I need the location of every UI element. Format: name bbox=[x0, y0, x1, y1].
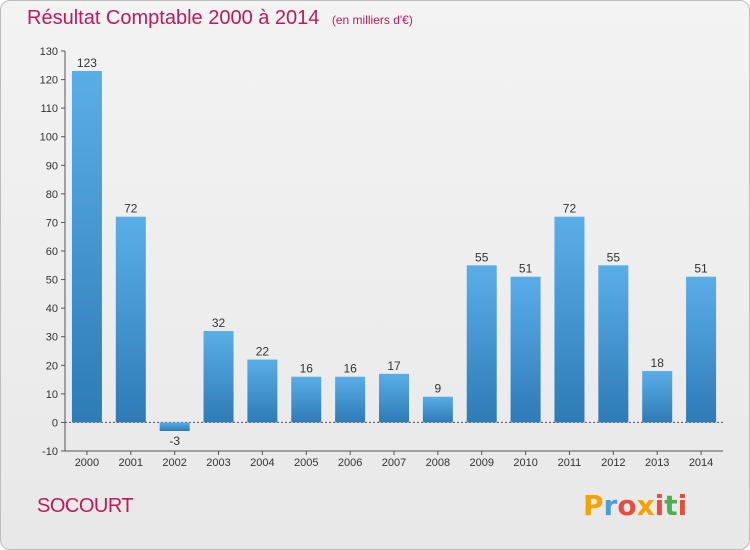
data-label-2006: 16 bbox=[343, 362, 357, 376]
x-tick-label-2006: 2006 bbox=[338, 457, 362, 469]
x-tick-label-2004: 2004 bbox=[250, 457, 274, 469]
logo-letter: r bbox=[603, 489, 618, 522]
bar-2012 bbox=[598, 265, 629, 423]
x-tick-label-2012: 2012 bbox=[601, 457, 625, 469]
bar-2000 bbox=[71, 71, 102, 423]
y-tick-label: 120 bbox=[40, 75, 58, 87]
data-label-2008: 9 bbox=[435, 382, 442, 396]
bar-2003 bbox=[203, 331, 234, 423]
y-tick-label: 20 bbox=[46, 360, 58, 372]
bar-2011 bbox=[554, 216, 585, 423]
x-tick-label-2008: 2008 bbox=[426, 457, 450, 469]
x-tick-label-2003: 2003 bbox=[206, 457, 230, 469]
title-text: Résultat Comptable 2000 à 2014 bbox=[27, 7, 320, 29]
chart-title: Résultat Comptable 2000 à 2014 (en milli… bbox=[27, 7, 413, 30]
y-tick-label: 70 bbox=[46, 217, 58, 229]
data-label-2014: 51 bbox=[694, 262, 708, 276]
data-label-2012: 55 bbox=[607, 250, 621, 264]
data-label-2007: 17 bbox=[387, 359, 401, 373]
x-tick-label-2000: 2000 bbox=[75, 457, 99, 469]
x-tick-label-2010: 2010 bbox=[513, 457, 537, 469]
x-tick-label-2005: 2005 bbox=[294, 457, 318, 469]
data-label-2013: 18 bbox=[651, 356, 665, 370]
x-tick-label-2013: 2013 bbox=[645, 457, 669, 469]
bar-2009 bbox=[466, 265, 497, 423]
logo-letter: x bbox=[636, 489, 655, 522]
bar-2007 bbox=[379, 373, 409, 423]
bar-2004 bbox=[247, 359, 278, 423]
bar-2013 bbox=[642, 371, 673, 423]
logo-letter: o bbox=[617, 489, 637, 522]
bar-2008 bbox=[422, 396, 453, 423]
bar-2005 bbox=[291, 376, 322, 423]
x-tick-label-2009: 2009 bbox=[469, 457, 493, 469]
y-tick-label: 80 bbox=[46, 189, 58, 201]
bar-2002 bbox=[159, 422, 190, 431]
data-label-2000: 123 bbox=[77, 56, 97, 70]
y-tick-label: 10 bbox=[46, 389, 58, 401]
x-tick-label-2001: 2001 bbox=[119, 457, 143, 469]
data-label-2009: 55 bbox=[475, 250, 489, 264]
data-label-2002: -3 bbox=[169, 434, 180, 448]
y-tick-label: 100 bbox=[40, 132, 58, 144]
data-label-2004: 22 bbox=[256, 345, 270, 359]
logo-letter: P bbox=[583, 489, 604, 522]
y-tick-label: 110 bbox=[40, 103, 58, 115]
y-tick-label: 30 bbox=[46, 332, 58, 344]
proxiti-logo: Proxiti bbox=[583, 489, 687, 522]
data-label-2011: 72 bbox=[563, 202, 577, 216]
data-label-2003: 32 bbox=[212, 316, 226, 330]
x-tick-label-2014: 2014 bbox=[689, 457, 713, 469]
y-tick-label: 50 bbox=[46, 275, 58, 287]
place-name: SOCOURT bbox=[37, 495, 134, 517]
logo-letter: i bbox=[654, 489, 665, 522]
logo-letter: t bbox=[664, 489, 678, 522]
title-unit: (en milliers d'€) bbox=[331, 13, 413, 27]
y-tick-label: 40 bbox=[46, 303, 58, 315]
data-label-2010: 51 bbox=[519, 262, 533, 276]
bar-2006 bbox=[335, 376, 366, 423]
logo-letter: i bbox=[677, 489, 688, 522]
data-label-2001: 72 bbox=[124, 202, 138, 216]
bar-2010 bbox=[510, 276, 541, 423]
y-tick-label: 90 bbox=[46, 160, 58, 172]
y-tick-label: -10 bbox=[42, 446, 58, 458]
y-tick-label: 0 bbox=[52, 417, 58, 429]
y-tick-label: 60 bbox=[46, 246, 58, 258]
x-tick-label-2002: 2002 bbox=[162, 457, 186, 469]
bar-2001 bbox=[115, 216, 146, 423]
y-tick-label: 130 bbox=[40, 46, 58, 58]
bar-2014 bbox=[686, 276, 717, 423]
data-label-2005: 16 bbox=[300, 362, 314, 376]
x-tick-label-2011: 2011 bbox=[558, 457, 582, 469]
x-tick-label-2007: 2007 bbox=[382, 457, 406, 469]
